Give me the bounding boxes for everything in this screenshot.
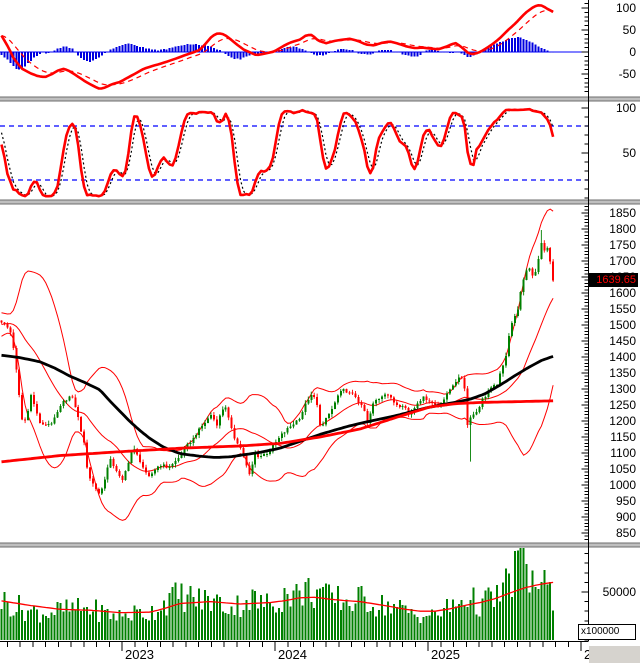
svg-text:100: 100 — [616, 1, 636, 15]
svg-text:900: 900 — [616, 510, 636, 524]
svg-text:1350: 1350 — [609, 366, 636, 380]
panel-separator — [0, 542, 640, 548]
stochastic-k-line — [0, 107, 555, 198]
stochastic-panel — [0, 107, 588, 198]
svg-text:1200: 1200 — [609, 414, 636, 428]
svg-text:1750: 1750 — [609, 238, 636, 252]
corner-filler — [589, 646, 640, 663]
svg-text:850: 850 — [616, 526, 636, 540]
volume-ma-line — [1, 581, 554, 614]
svg-text:1600: 1600 — [609, 286, 636, 300]
year-label: 2024 — [278, 647, 307, 662]
macd-line — [0, 4, 554, 90]
stochastic-d-line — [0, 108, 554, 197]
panel-separator — [0, 199, 640, 205]
value-axes: 100 50 0 -50 100 50 850 900 950 1000 1050 1100 1150 1… — [581, 0, 637, 642]
svg-text:1250: 1250 — [609, 398, 636, 412]
svg-text:50: 50 — [623, 146, 637, 160]
svg-text:1700: 1700 — [609, 254, 636, 268]
svg-text:1000: 1000 — [609, 478, 636, 492]
svg-text:1150: 1150 — [610, 430, 636, 444]
sma-black-line — [1, 353, 554, 459]
bollinger-lower-line — [1, 332, 554, 521]
svg-text:0: 0 — [629, 45, 636, 59]
year-label: 2023 — [125, 647, 154, 662]
candles — [0, 230, 555, 495]
volume-plot-area[interactable] — [0, 548, 588, 640]
svg-text:1450: 1450 — [609, 334, 636, 348]
svg-text:1850: 1850 — [609, 206, 636, 220]
panel-separator — [0, 96, 640, 102]
year-label: 2 — [584, 647, 591, 662]
svg-text:950: 950 — [616, 494, 636, 508]
svg-text:1500: 1500 — [609, 318, 636, 332]
macd-histogram — [0, 36, 555, 70]
macd-panel — [0, 4, 588, 90]
svg-text:1300: 1300 — [609, 382, 636, 396]
year-label: 2025 — [431, 647, 460, 662]
svg-text:50: 50 — [623, 23, 637, 37]
time-axis: 2023 2024 2025 2 — [0, 641, 591, 662]
price-panel — [0, 208, 555, 521]
macd-plot-area[interactable] — [0, 0, 588, 96]
svg-text:100: 100 — [616, 101, 636, 115]
volume-panel — [0, 548, 555, 640]
svg-text:1050: 1050 — [609, 462, 636, 476]
svg-text:1800: 1800 — [609, 222, 636, 236]
price-plot-area[interactable] — [0, 205, 588, 542]
svg-text:1550: 1550 — [609, 302, 636, 316]
svg-text:50000: 50000 — [603, 585, 637, 599]
svg-text:-50: -50 — [619, 67, 637, 81]
sma-red-line — [1, 399, 554, 464]
volume-multiplier-label: x100000 — [578, 624, 636, 640]
last-price-badge: 1639.65 — [589, 273, 638, 287]
svg-text:1100: 1100 — [610, 446, 636, 460]
svg-text:1400: 1400 — [609, 350, 636, 364]
volume-bars — [0, 548, 555, 640]
stochastic-plot-area[interactable] — [0, 102, 588, 199]
